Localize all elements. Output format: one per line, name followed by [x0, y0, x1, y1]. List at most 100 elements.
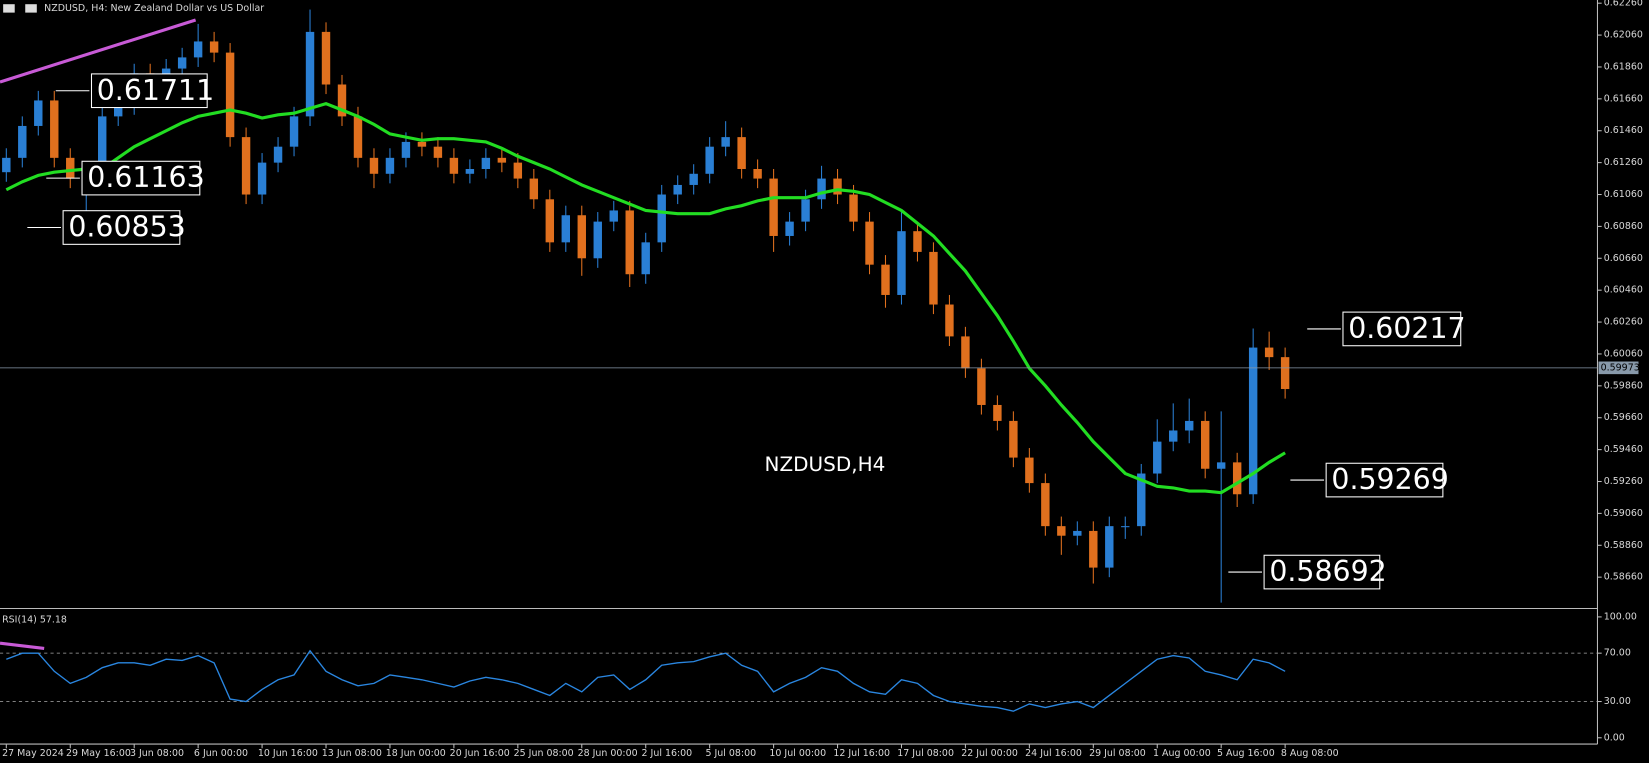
candle-body: [241, 137, 251, 195]
candle-body: [945, 304, 954, 337]
candle-body: [417, 141, 427, 147]
candle-body: [1009, 420, 1018, 458]
candle-body: [385, 157, 395, 174]
candle-body: [1216, 462, 1226, 469]
candle-body: [1025, 457, 1034, 484]
candle-body: [18, 125, 27, 158]
x-tick-label: 18 Jun 00:00: [386, 748, 446, 759]
candle-body: [2, 157, 11, 173]
x-tick-label: 12 Jul 16:00: [833, 748, 890, 759]
rsi-title: RSI(14) 57.18: [2, 615, 67, 626]
annotation-label: 0.61711: [97, 74, 214, 107]
y-tick-label: 0.61260: [1604, 157, 1643, 168]
candle-body: [801, 199, 810, 222]
y-tick-label: 0.59860: [1604, 380, 1643, 391]
candle-body: [1232, 462, 1242, 495]
y-tick-label: 0.00: [1604, 732, 1625, 743]
candle-body: [1248, 347, 1258, 495]
candle-body: [913, 231, 922, 252]
moving-average: [5, 101, 1286, 495]
last-price-label: 0.59973: [1601, 362, 1640, 373]
candle-body: [897, 231, 906, 295]
candle-body: [657, 194, 666, 243]
candle-body: [98, 116, 107, 174]
candle-body: [257, 162, 267, 195]
x-tick-label: 8 Aug 08:00: [1281, 748, 1339, 759]
candle-body: [1200, 420, 1210, 469]
candle-body: [881, 264, 890, 295]
candle-body: [305, 31, 315, 117]
candle-body: [337, 84, 347, 117]
y-tick-label: 0.59460: [1604, 444, 1643, 455]
candle-body: [737, 137, 746, 170]
x-tick-label: 20 Jun 16:00: [450, 748, 510, 759]
candle-body: [817, 178, 826, 200]
candle-body: [529, 178, 539, 200]
annotation-box: [1263, 554, 1381, 590]
last-price-box: [1598, 361, 1639, 375]
candle-body: [321, 31, 331, 85]
candle-body: [34, 100, 43, 126]
chart-icon[interactable]: [25, 4, 37, 13]
candle-body: [209, 41, 219, 53]
candle-body: [1105, 526, 1114, 568]
y-tick-label: 0.60860: [1604, 221, 1643, 232]
x-tick-label: 10 Jul 00:00: [769, 748, 826, 759]
candle-body: [577, 215, 586, 259]
menu-icon[interactable]: [3, 4, 15, 13]
candle-body: [1280, 357, 1290, 390]
candle-body: [705, 146, 714, 174]
annotation-label: 0.59269: [1331, 463, 1448, 496]
x-tick-label: 24 Jul 16:00: [1025, 748, 1082, 759]
candle-body: [177, 57, 187, 69]
candle-body: [769, 178, 778, 236]
candle-body: [545, 199, 555, 243]
candle-body: [865, 221, 874, 265]
y-tick-label: 0.61660: [1604, 93, 1643, 104]
x-tick-label: 10 Jun 16:00: [258, 748, 318, 759]
y-tick-label: 0.58860: [1604, 540, 1643, 551]
rsi-trend-line: [0, 641, 45, 651]
annotation-label: 0.58692: [1269, 555, 1386, 588]
candle-body: [609, 210, 618, 222]
x-tick-label: 25 Jun 08:00: [514, 748, 574, 759]
y-tick-label: 100.00: [1604, 611, 1637, 622]
y-tick-label: 30.00: [1604, 696, 1631, 707]
candle-body: [50, 100, 59, 158]
annotation-box: [62, 210, 181, 245]
annotation-box: [81, 160, 201, 196]
x-tick-label: 27 May 2024: [2, 748, 64, 759]
y-tick-label: 0.61060: [1604, 189, 1643, 200]
y-tick-label: 0.60660: [1604, 253, 1643, 264]
candle-body: [1089, 530, 1098, 568]
y-tick-label: 0.61860: [1604, 61, 1643, 72]
annotation-box: [1325, 462, 1444, 498]
x-tick-label: 5 Aug 16:00: [1217, 748, 1275, 759]
candle-body: [193, 41, 203, 58]
x-tick-label: 2 Jul 16:00: [642, 748, 693, 759]
candle-body: [561, 215, 570, 243]
candle-body: [369, 157, 379, 174]
x-tick-label: 17 Jul 08:00: [897, 748, 954, 759]
x-tick-label: 29 Jul 08:00: [1089, 748, 1146, 759]
x-tick-label: 5 Jul 08:00: [705, 748, 756, 759]
annotation-label: 0.61163: [87, 161, 204, 194]
candle-body: [785, 221, 794, 236]
y-tick-label: 0.59260: [1604, 476, 1643, 487]
candle-body: [1137, 473, 1146, 527]
y-tick-label: 0.59660: [1604, 412, 1643, 423]
candle-body: [1185, 420, 1194, 431]
y-tick-label: 0.60460: [1604, 285, 1643, 296]
candle-body: [961, 336, 970, 369]
candle-body: [273, 146, 283, 163]
candle-body: [1073, 530, 1082, 536]
candle-body: [225, 52, 235, 138]
x-tick-label: 1 Aug 00:00: [1153, 748, 1211, 759]
x-tick-label: 3 Jun 08:00: [130, 748, 184, 759]
annotation-box: [1342, 311, 1462, 347]
annotation-label: 0.60217: [1348, 312, 1465, 345]
annotation-label: 0.60853: [68, 211, 185, 244]
y-tick-label: 0.60260: [1604, 317, 1643, 328]
